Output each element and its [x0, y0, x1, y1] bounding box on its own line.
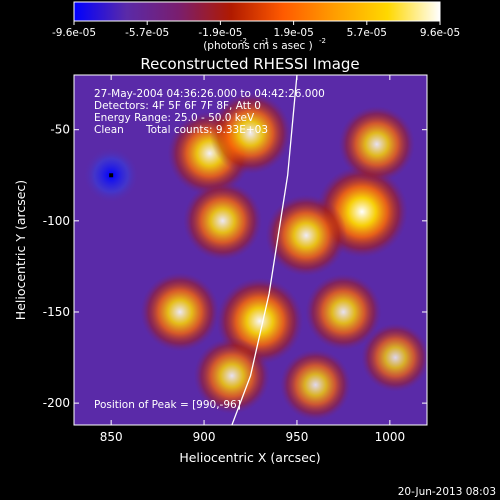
colorbar-ticks: -9.6e-05 -5.7e-05 -1.9e-05 1.9e-05 5.7e-05 9.…: [52, 21, 460, 39]
colorbar-tick-label: -1.9e-05: [198, 27, 242, 39]
x-axis-ticks: 850 900 950 1000: [100, 75, 405, 444]
annotation-counts: Total counts: 9.33E+03: [145, 124, 268, 136]
x-tick-label: 900: [193, 430, 216, 444]
exp-s: -1: [262, 37, 269, 45]
heatmap-source: [183, 181, 263, 261]
peak-position-label: Position of Peak = [990,-96]: [94, 399, 241, 411]
y-axis-label: Heliocentric Y (arcsec): [13, 180, 28, 320]
colorbar-units-exponents: -2 -1 -2: [240, 37, 326, 45]
heatmap-source: [209, 92, 292, 175]
annotation-block: 27-May-2004 04:36:26.000 to 04:42:26.000…: [94, 88, 325, 136]
annotation-method: Clean: [94, 124, 124, 136]
minimum-marker: [109, 173, 114, 178]
colorbar-tick-label: -5.7e-05: [125, 27, 169, 39]
exp-cm: -2: [240, 37, 247, 45]
heatmap-source: [279, 349, 352, 421]
y-tick-label: -50: [50, 123, 70, 137]
y-tick-label: -100: [43, 214, 70, 228]
heatmap-field: [83, 92, 427, 421]
footer-date: 20-Jun-2013 08:03: [398, 486, 496, 498]
plot-frame: [73, 74, 428, 426]
solar-limb-curve: [231, 75, 298, 425]
heatmap-source: [338, 106, 416, 183]
exp-asec: -2: [319, 37, 326, 45]
annotation-energy: Energy Range: 25.0 - 50.0 keV: [94, 112, 255, 124]
colorbar-tick-label: 9.6e-05: [420, 27, 460, 39]
chart-title: Reconstructed RHESSI Image: [140, 55, 359, 73]
colorbar: [73, 1, 441, 22]
heatmap-source: [140, 272, 220, 352]
colorbar-tick-label: 5.7e-05: [347, 27, 387, 39]
colorbar-tick-label: 1.9e-05: [273, 27, 313, 39]
x-axis-label: Heliocentric X (arcsec): [179, 450, 320, 465]
x-tick-label: 950: [285, 430, 308, 444]
heatmap-source: [193, 337, 271, 414]
y-tick-label: -200: [43, 396, 70, 410]
x-tick-label: 850: [100, 430, 123, 444]
heatmap-source: [305, 273, 382, 351]
x-tick-label: 1000: [375, 430, 406, 444]
colorbar-units-text: (photons cm s asec ): [203, 40, 313, 52]
annotation-time: 27-May-2004 04:36:26.000 to 04:42:26.000: [94, 88, 325, 100]
y-axis-ticks: -50 -100 -150 -200: [43, 123, 427, 410]
y-tick-label: -150: [43, 305, 70, 319]
heatmap-source: [265, 194, 348, 277]
annotation-detectors: Detectors: 4F 5F 6F 7F 8F, Att 0: [94, 100, 261, 112]
colorbar-units-label: (photons cm s asec ): [203, 40, 313, 52]
colorbar-tick-label: -9.6e-05: [52, 27, 96, 39]
heatmap-source: [361, 323, 427, 392]
